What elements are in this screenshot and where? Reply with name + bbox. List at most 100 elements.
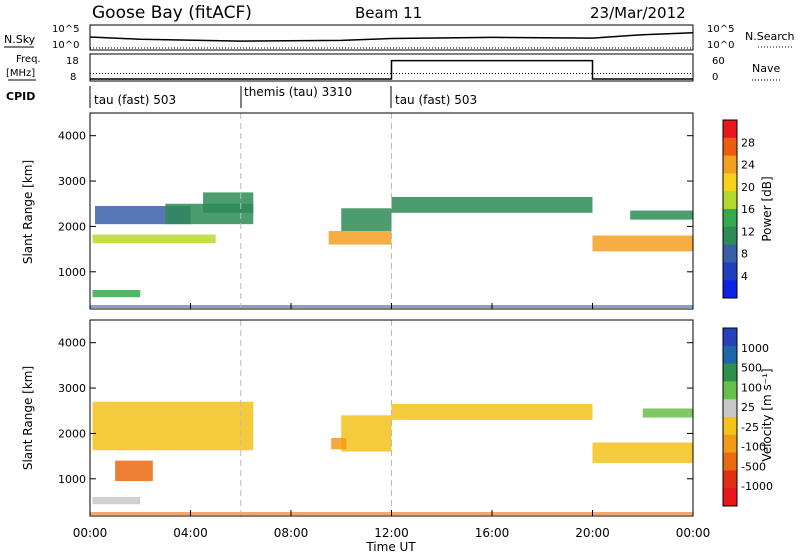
colorbar-tick-label: 16 xyxy=(741,203,755,216)
heat-region xyxy=(391,403,593,420)
beam-title: Beam 11 xyxy=(355,4,422,22)
velocity-data xyxy=(90,320,693,516)
noise-left-bottom-tick: 10^0 xyxy=(52,40,79,51)
nave-bottom-tick: 0 xyxy=(712,72,718,83)
noise-left-top-tick: 10^5 xyxy=(52,24,79,35)
power-yaxis: 4000 3000 2000 1000 xyxy=(58,130,693,279)
velocity-yaxis: 4000 3000 2000 1000 xyxy=(58,337,693,486)
colorbar-swatch xyxy=(723,244,737,263)
ytick-label: 3000 xyxy=(58,382,86,395)
heat-region xyxy=(328,230,392,245)
colorbar-tick-label: 100 xyxy=(741,381,762,394)
xtick-label: 08:00 xyxy=(274,526,309,540)
colorbar-tick-label: -1000 xyxy=(741,480,773,493)
velocity-colorbar: 1000 500 100 25 -25 -100 -500 -1000 xyxy=(722,327,773,507)
colorbar-swatch xyxy=(723,191,737,210)
cpid-row: CPID tau (fast) 503 themis (tau) 3310 ta… xyxy=(6,85,477,108)
ytick-label: 1000 xyxy=(58,266,86,279)
colorbar-swatch xyxy=(723,120,737,139)
ytick-label: 2000 xyxy=(58,220,86,233)
heat-region xyxy=(642,408,693,418)
time-axis-labels: 00:00 04:00 08:00 12:00 16:00 20:00 00:00 xyxy=(73,526,711,540)
xtick-label: 12:00 xyxy=(374,526,409,540)
colorbar-swatch xyxy=(723,399,737,418)
colorbar-swatch xyxy=(723,209,737,228)
velocity-panel: 4000 3000 2000 1000 Slant Range [km] xyxy=(21,319,694,517)
power-data xyxy=(90,113,693,309)
heat-region xyxy=(391,196,593,213)
cpid-segment-label: tau (fast) 503 xyxy=(94,93,176,107)
freq-bottom-tick: 8 xyxy=(70,72,76,83)
colorbar-tick-label: 500 xyxy=(741,362,762,375)
date-title: 23/Mar/2012 xyxy=(590,4,686,22)
ytick-label: 2000 xyxy=(58,427,86,440)
heat-region xyxy=(92,289,141,298)
ytick-label: 4000 xyxy=(58,337,86,350)
xtick-label: 00:00 xyxy=(73,526,108,540)
frequency-strip: Freq. [MHz] 18 8 60 0 Nave xyxy=(6,53,780,83)
freq-top-tick: 18 xyxy=(66,56,79,67)
colorbar-swatch xyxy=(723,345,737,365)
nave-series xyxy=(90,59,693,80)
ytick-label: 3000 xyxy=(58,175,86,188)
heat-region xyxy=(203,192,254,213)
colorbar-swatch xyxy=(723,155,737,174)
colorbar-frame xyxy=(722,119,738,299)
colorbar-tick-label: 28 xyxy=(741,136,755,149)
nsky-label: N.Sky xyxy=(4,33,36,46)
noise-right-bottom-tick: 10^0 xyxy=(707,40,734,51)
heat-region xyxy=(341,415,392,452)
velocity-ylabel: Slant Range [km] xyxy=(21,366,35,470)
colorbar-tick-label: -500 xyxy=(741,460,766,473)
colorbar-swatch xyxy=(723,137,737,157)
ytick-label: 1000 xyxy=(58,473,86,486)
colorbar-swatch xyxy=(723,381,737,400)
colorbar-tick-label: 1000 xyxy=(741,342,769,355)
colorbar-swatch xyxy=(723,328,737,347)
xtick-label: 16:00 xyxy=(475,526,510,540)
colorbar-swatch xyxy=(723,173,737,192)
colorbar-tick-label: 20 xyxy=(741,181,755,194)
heat-region xyxy=(341,208,392,231)
heat-region xyxy=(331,437,347,450)
heat-region xyxy=(92,401,254,451)
colorbar-swatch xyxy=(723,417,737,436)
nave-top-tick: 60 xyxy=(712,56,725,67)
colorbar-swatch xyxy=(723,452,737,471)
heat-region xyxy=(115,460,153,482)
heat-region xyxy=(92,234,216,244)
colorbar-tick-label: -100 xyxy=(741,441,766,454)
heat-region xyxy=(592,235,693,252)
colorbar-swatch xyxy=(723,280,737,299)
heat-region xyxy=(630,210,693,220)
nsky-series xyxy=(89,32,694,42)
colorbar-swatch xyxy=(723,488,737,507)
colorbar-swatch xyxy=(723,262,737,281)
station-title: Goose Bay (fitACF) xyxy=(92,3,252,23)
colorbar-tick-label: -25 xyxy=(741,421,759,434)
colorbar-tick-label: 25 xyxy=(741,401,755,414)
colorbar-tick-label: 8 xyxy=(741,248,748,261)
freq-unit-label: [MHz] xyxy=(6,68,35,79)
velocity-xaxis xyxy=(89,510,694,516)
cpid-label: CPID xyxy=(6,90,35,103)
velocity-colorbar-title: Velocity [m s⁻¹] xyxy=(760,368,774,461)
heat-region xyxy=(592,442,693,463)
xtick-label: 00:00 xyxy=(676,526,711,540)
heat-region xyxy=(92,496,141,505)
noise-right-top-tick: 10^5 xyxy=(707,24,734,35)
colorbar-swatch xyxy=(723,434,737,454)
freq-label: Freq. xyxy=(16,54,41,65)
power-colorbar-title: Power [dB] xyxy=(760,176,774,241)
power-xaxis xyxy=(89,303,694,309)
freq-frame xyxy=(89,53,694,82)
colorbar-tick-label: 12 xyxy=(741,225,755,238)
cpid-segment-label: tau (fast) 503 xyxy=(395,93,477,107)
colorbar-tick-label: 24 xyxy=(741,159,755,172)
xtick-label: 04:00 xyxy=(173,526,208,540)
colorbar-swatch xyxy=(723,363,737,382)
power-ylabel: Slant Range [km] xyxy=(21,160,35,264)
colorbar-swatch xyxy=(723,226,737,246)
cpid-segment-label: themis (tau) 3310 xyxy=(244,85,352,99)
